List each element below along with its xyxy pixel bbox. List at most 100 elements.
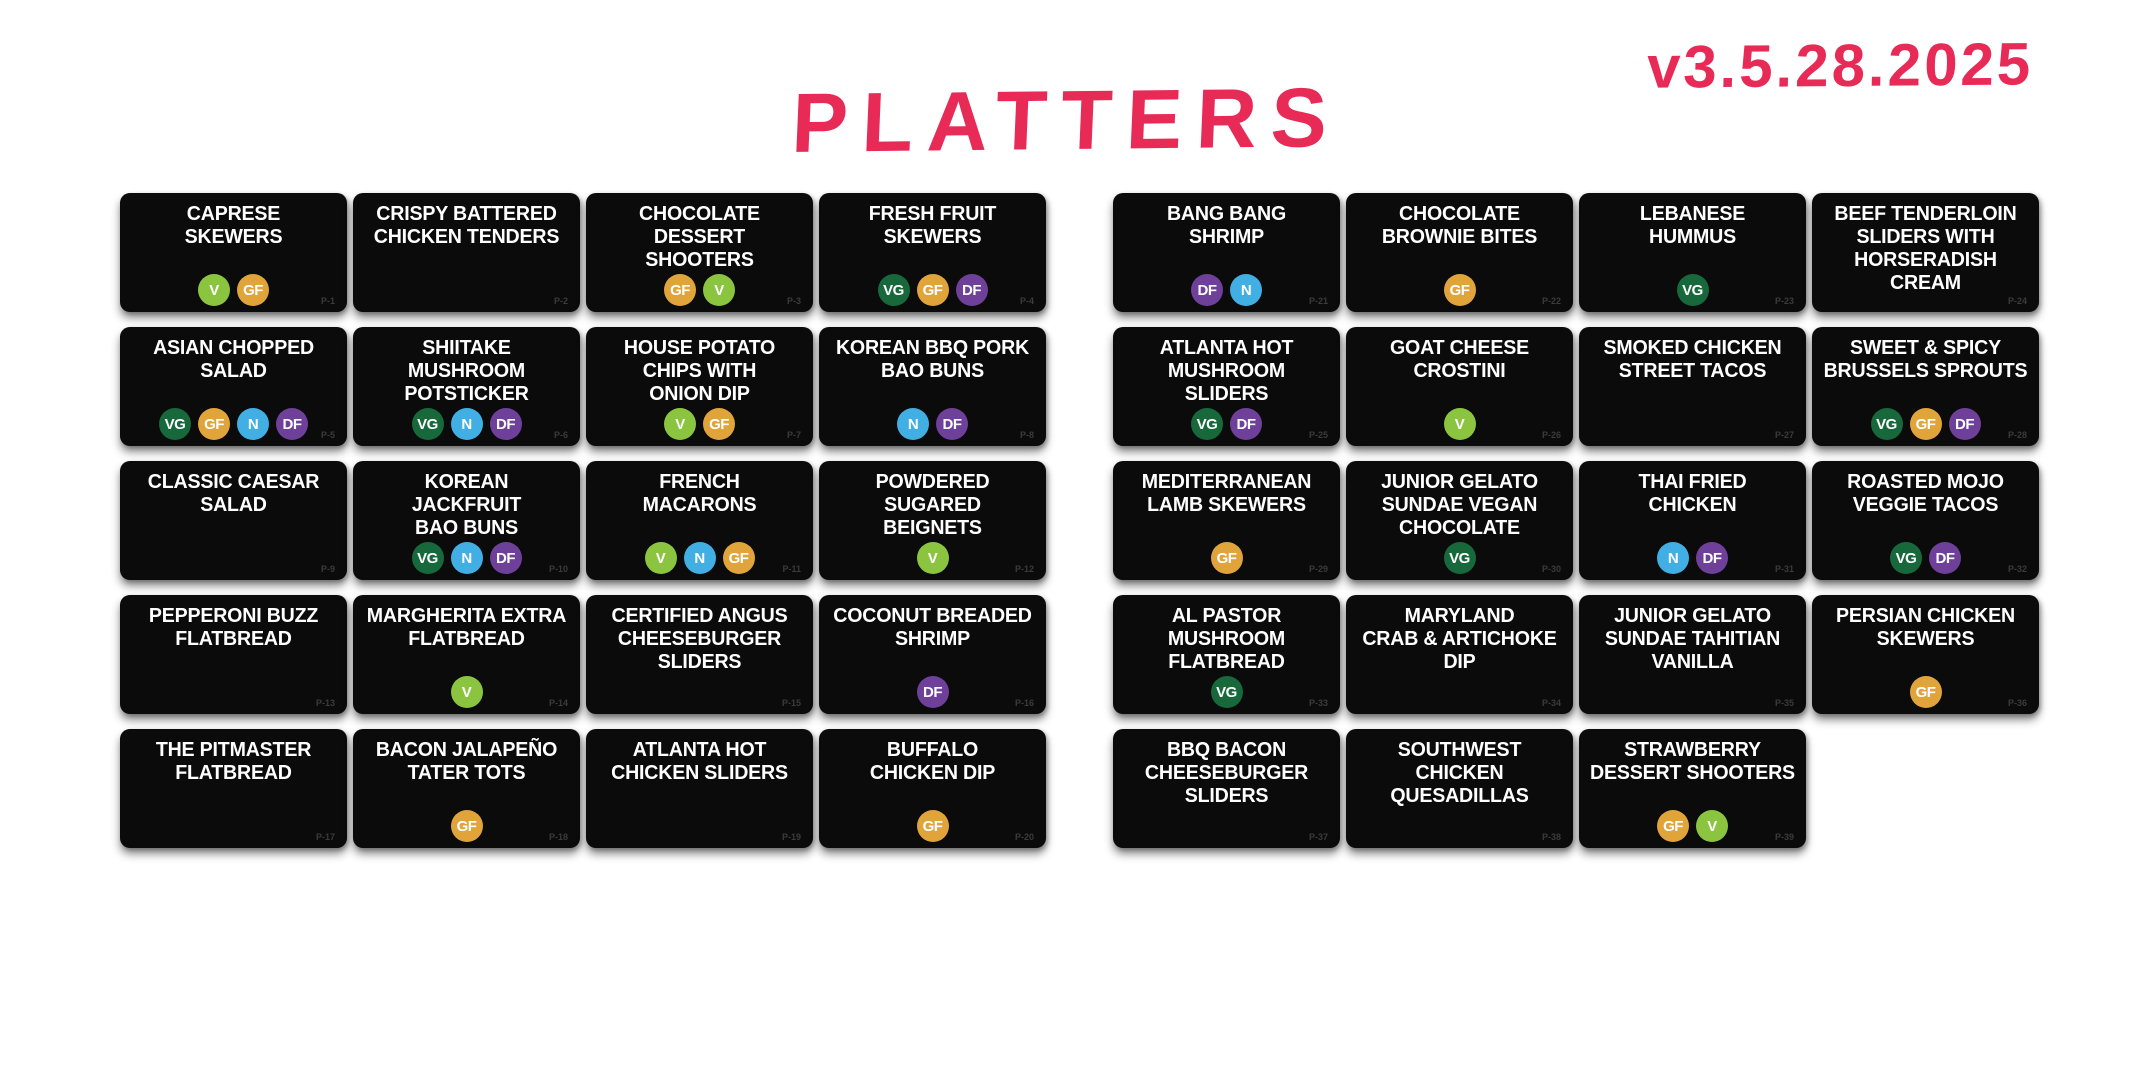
menu-tile[interactable]: CLASSIC CAESAR SALAD P-9 xyxy=(120,461,347,580)
menu-tile[interactable]: CERTIFIED ANGUS CHEESEBURGER SLIDERS P-1… xyxy=(586,595,813,714)
dietary-badges: DF N xyxy=(1113,274,1340,306)
tile-code: P-25 xyxy=(1308,430,1328,440)
menu-tile[interactable]: FRENCH MACARONS V N GF P-11 xyxy=(586,461,813,580)
menu-tile[interactable]: BANG BANG SHRIMP DF N P-21 xyxy=(1113,193,1340,312)
menu-tile[interactable]: POWDERED SUGARED BEIGNETS V P-12 xyxy=(819,461,1046,580)
menu-item-name: MEDITERRANEAN LAMB SKEWERS xyxy=(1141,471,1312,516)
menu-tile[interactable]: SWEET & SPICY BRUSSELS SPROUTS VG GF DF P-… xyxy=(1812,327,2039,446)
menu-tile[interactable]: KOREAN BBQ PORK BAO BUNS N DF P-8 xyxy=(819,327,1046,446)
menu-tile[interactable]: ATLANTA HOT MUSHROOM SLIDERS VG DF P-25 xyxy=(1113,327,1340,446)
menu-tile[interactable]: BUFFALO CHICKEN DIP GF P-20 xyxy=(819,729,1046,848)
badge-n-icon: N xyxy=(1230,274,1262,306)
badge-df-icon: DF xyxy=(916,676,949,708)
menu-tile[interactable]: CHOCOLATE BROWNIE BITES GF P-22 xyxy=(1346,193,1573,312)
menu-tile[interactable]: JUNIOR GELATO SUNDAE TAHITIAN VANILLA P-… xyxy=(1579,595,1806,714)
menu-tile[interactable]: MARGHERITA EXTRA FLATBREAD V P-14 xyxy=(353,595,580,714)
dietary-badges: VG xyxy=(1346,542,1573,574)
menu-tile[interactable]: AL PASTOR MUSHROOM FLATBREAD VG P-33 xyxy=(1113,595,1340,714)
menu-item-name: BANG BANG SHRIMP xyxy=(1166,203,1287,248)
badge-gf-icon: GF xyxy=(916,274,949,306)
badge-n-icon: N xyxy=(237,408,269,440)
tile-code: P-18 xyxy=(548,832,568,842)
tile-code: P-19 xyxy=(781,832,801,842)
dietary-badges: VG DF xyxy=(1812,542,2039,574)
dietary-badges: GF V xyxy=(586,274,813,306)
tile-code: P-17 xyxy=(315,832,335,842)
platters-grid-left: CAPRESE SKEWERS V GF P-1 CRISPY BATTERED … xyxy=(120,193,1046,848)
dietary-badges: GF xyxy=(353,810,580,842)
tile-code: P-39 xyxy=(1774,832,1794,842)
menu-item-name: BEEF TENDERLOIN SLIDERS WITH HORSERADISH… xyxy=(1834,203,2017,294)
badge-df-icon: DF xyxy=(1948,408,1981,440)
menu-tile[interactable]: BEEF TENDERLOIN SLIDERS WITH HORSERADISH… xyxy=(1812,193,2039,312)
badge-vg-icon: VG xyxy=(1676,274,1709,306)
menu-tile[interactable]: ASIAN CHOPPED SALAD VG GF N DF P-5 xyxy=(120,327,347,446)
tile-code: P-38 xyxy=(1541,832,1561,842)
menu-item-name: ATLANTA HOT CHICKEN SLIDERS xyxy=(611,739,788,784)
menu-item-name: CLASSIC CAESAR SALAD xyxy=(147,471,320,516)
menu-item-name: SHIITAKE MUSHROOM POTSTICKER xyxy=(404,337,529,405)
tile-code: P-3 xyxy=(786,296,801,306)
dietary-badges: GF xyxy=(1346,274,1573,306)
badge-vg-icon: VG xyxy=(1443,542,1476,574)
badge-df-icon: DF xyxy=(1696,542,1728,574)
menu-tile[interactable]: MEDITERRANEAN LAMB SKEWERS GF P-29 xyxy=(1113,461,1340,580)
menu-tile[interactable]: MARYLAND CRAB & ARTICHOKE DIP P-34 xyxy=(1346,595,1573,714)
dietary-badges: GF xyxy=(1113,542,1340,574)
badge-gf-icon: GF xyxy=(450,810,483,842)
menu-tile[interactable]: BBQ BACON CHEESEBURGER SLIDERS P-37 xyxy=(1113,729,1340,848)
tile-code: P-1 xyxy=(320,296,335,306)
menu-item-name: SOUTHWEST CHICKEN QUESADILLAS xyxy=(1390,739,1529,807)
badge-n-icon: N xyxy=(897,408,929,440)
menu-tile[interactable]: SOUTHWEST CHICKEN QUESADILLAS P-38 xyxy=(1346,729,1573,848)
menu-tile[interactable]: THAI FRIED CHICKEN N DF P-31 xyxy=(1579,461,1806,580)
menu-tile[interactable]: STRAWBERRY DESSERT SHOOTERS GF V P-39 xyxy=(1579,729,1806,848)
menu-tile[interactable]: GOAT CHEESE CROSTINI V P-26 xyxy=(1346,327,1573,446)
menu-tile[interactable]: KOREAN JACKFRUIT BAO BUNS VG N DF P-10 xyxy=(353,461,580,580)
tile-code: P-22 xyxy=(1541,296,1561,306)
tile-code: P-26 xyxy=(1541,430,1561,440)
menu-tile[interactable]: PERSIAN CHICKEN SKEWERS GF P-36 xyxy=(1812,595,2039,714)
menu-item-name: CRISPY BATTERED CHICKEN TENDERS xyxy=(373,203,560,248)
menu-tile[interactable]: FRESH FRUIT SKEWERS VG GF DF P-4 xyxy=(819,193,1046,312)
menu-tile[interactable]: CHOCOLATE DESSERT SHOOTERS GF V P-3 xyxy=(586,193,813,312)
badge-vg-icon: VG xyxy=(411,542,444,574)
platters-grid-right: BANG BANG SHRIMP DF N P-21 CHOCOLATE BROW… xyxy=(1113,193,2039,848)
menu-tile[interactable]: CAPRESE SKEWERS V GF P-1 xyxy=(120,193,347,312)
badge-gf-icon: GF xyxy=(1909,676,1942,708)
menu-item-name: KOREAN JACKFRUIT BAO BUNS xyxy=(411,471,522,539)
dietary-badges: GF xyxy=(819,810,1046,842)
version-label: v3.5.28.2025 xyxy=(1645,30,2034,101)
menu-item-name: JUNIOR GELATO SUNDAE TAHITIAN VANILLA xyxy=(1604,605,1781,673)
tile-code: P-36 xyxy=(2007,698,2027,708)
menu-tile[interactable]: PEPPERONI BUZZ FLATBREAD P-13 xyxy=(120,595,347,714)
menu-item-name: HOUSE POTATO CHIPS WITH ONION DIP xyxy=(623,337,776,405)
menu-item-name: THAI FRIED CHICKEN xyxy=(1638,471,1747,516)
badge-vg-icon: VG xyxy=(411,408,444,440)
menu-tile[interactable]: COCONUT BREADED SHRIMP DF P-16 xyxy=(819,595,1046,714)
badge-v-icon: V xyxy=(703,274,735,306)
menu-tile[interactable]: LEBANESE HUMMUS VG P-23 xyxy=(1579,193,1806,312)
badge-gf-icon: GF xyxy=(1210,542,1243,574)
badge-n-icon: N xyxy=(1657,542,1689,574)
menu-tile[interactable]: CRISPY BATTERED CHICKEN TENDERS P-2 xyxy=(353,193,580,312)
menu-tile[interactable]: BACON JALAPEÑO TATER TOTS GF P-18 xyxy=(353,729,580,848)
menu-tile[interactable]: HOUSE POTATO CHIPS WITH ONION DIP V GF P-… xyxy=(586,327,813,446)
menu-tile[interactable]: JUNIOR GELATO SUNDAE VEGAN CHOCOLATE VG … xyxy=(1346,461,1573,580)
menu-tile[interactable]: SHIITAKE MUSHROOM POTSTICKER VG N DF P-6 xyxy=(353,327,580,446)
menu-tile[interactable]: ROASTED MOJO VEGGIE TACOS VG DF P-32 xyxy=(1812,461,2039,580)
menu-tile[interactable]: THE PITMASTER FLATBREAD P-17 xyxy=(120,729,347,848)
menu-item-name: POWDERED SUGARED BEIGNETS xyxy=(875,471,990,539)
dietary-badges: VG N DF xyxy=(353,542,580,574)
menu-item-name: PEPPERONI BUZZ FLATBREAD xyxy=(148,605,319,650)
menu-tile[interactable]: SMOKED CHICKEN STREET TACOS P-27 xyxy=(1579,327,1806,446)
menu-item-name: SWEET & SPICY BRUSSELS SPROUTS xyxy=(1823,337,2028,382)
tile-code: P-15 xyxy=(781,698,801,708)
tile-code: P-34 xyxy=(1541,698,1561,708)
menu-item-name: BACON JALAPEÑO TATER TOTS xyxy=(375,739,558,784)
dietary-badges: V xyxy=(353,676,580,708)
menu-item-name: JUNIOR GELATO SUNDAE VEGAN CHOCOLATE xyxy=(1381,471,1538,539)
menu-tile[interactable]: ATLANTA HOT CHICKEN SLIDERS P-19 xyxy=(586,729,813,848)
tile-code: P-29 xyxy=(1308,564,1328,574)
badge-vg-icon: VG xyxy=(1191,408,1223,440)
